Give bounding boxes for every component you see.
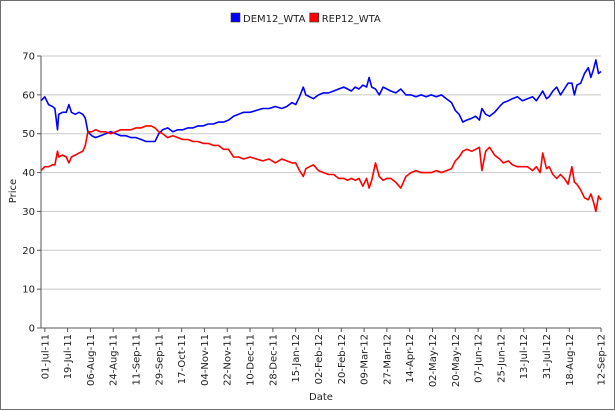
legend-label: REP12_WTA bbox=[322, 14, 381, 25]
x-axis-title: Date bbox=[309, 392, 333, 403]
x-tick-label: 13-Jul-12 bbox=[519, 334, 530, 379]
legend: DEM12_WTA REP12_WTA bbox=[230, 12, 381, 25]
x-tick-label: 20-May-12 bbox=[451, 334, 462, 387]
y-tick-label: 50 bbox=[22, 129, 35, 140]
x-tick-label: 01-Jul-11 bbox=[40, 334, 51, 379]
series-line-dem12-wta bbox=[40, 59, 602, 143]
x-tick-label: 28-Dec-11 bbox=[268, 334, 279, 386]
y-tick-label: 10 bbox=[22, 285, 35, 296]
x-tick-label: 10-Dec-11 bbox=[246, 334, 257, 386]
x-tick-label: 12-Sep-12 bbox=[597, 334, 608, 386]
x-tick-label: 09-Mar-12 bbox=[360, 334, 371, 385]
y-tick-label: 60 bbox=[22, 90, 35, 101]
x-tick-label: 06-Aug-11 bbox=[86, 334, 97, 386]
x-tick-label: 07-Jun-12 bbox=[474, 334, 485, 383]
x-tick-label: 15-Jan-12 bbox=[291, 334, 302, 383]
series-line-rep12-wta bbox=[40, 125, 602, 213]
x-tick-label: 24-Aug-11 bbox=[109, 334, 120, 386]
x-tick-label: 31-Jul-12 bbox=[542, 334, 553, 379]
x-tick-label: 19-Jul-11 bbox=[63, 334, 74, 379]
gridlines bbox=[41, 55, 601, 290]
y-axis-title: Price bbox=[8, 179, 19, 203]
y-tick-label: 30 bbox=[22, 207, 35, 218]
y-tick-label: 20 bbox=[22, 246, 35, 257]
x-axis: 01-Jul-11 19-Jul-11 06-Aug-11 24-Aug-11 11-S… bbox=[40, 328, 608, 387]
y-axis: 0 10 20 30 40 50 60 70 bbox=[22, 52, 41, 335]
legend-label: DEM12_WTA bbox=[243, 14, 306, 25]
y-tick-label: 70 bbox=[22, 52, 35, 63]
legend-swatch bbox=[230, 12, 241, 23]
x-tick-label: 27-Mar-12 bbox=[382, 334, 393, 385]
plot-area bbox=[40, 56, 601, 329]
x-tick-label: 29-Sep-11 bbox=[154, 334, 165, 386]
x-tick-label: 11-Sep-11 bbox=[132, 334, 143, 386]
legend-swatch bbox=[309, 12, 320, 23]
x-tick-label: 14-Apr-12 bbox=[405, 334, 416, 383]
y-tick-label: 0 bbox=[29, 324, 35, 335]
x-tick-label: 02-May-12 bbox=[428, 334, 439, 387]
x-tick-label: 25-Jun-12 bbox=[496, 334, 507, 383]
x-tick-label: 22-Nov-11 bbox=[223, 334, 234, 386]
x-tick-label: 18-Aug-12 bbox=[565, 334, 576, 386]
series-layer bbox=[40, 59, 602, 213]
x-tick-label: 02-Feb-12 bbox=[314, 334, 325, 384]
y-tick-label: 40 bbox=[22, 168, 35, 179]
x-tick-label: 04-Nov-11 bbox=[200, 334, 211, 386]
x-tick-label: 20-Feb-12 bbox=[337, 334, 348, 384]
x-tick-label: 17-Oct-11 bbox=[177, 334, 188, 384]
